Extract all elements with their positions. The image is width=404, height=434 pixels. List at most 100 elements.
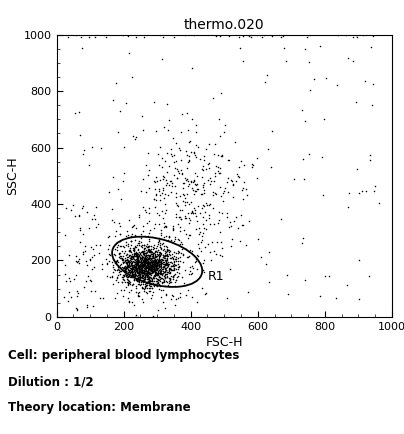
Point [354, 166, 360, 173]
Point [93, 242, 99, 249]
Point [154, 256, 160, 263]
Point [140, 247, 147, 254]
Point [149, 276, 155, 283]
Point [139, 251, 146, 258]
Point [156, 256, 163, 263]
Point [132, 243, 139, 250]
Point [112, 245, 118, 252]
Point [173, 265, 180, 272]
Point [148, 259, 155, 266]
Point [160, 247, 166, 254]
Point [154, 257, 161, 264]
Point [133, 271, 139, 278]
Point [126, 257, 132, 264]
Point [72, 305, 79, 312]
Point [188, 263, 195, 270]
Point [146, 265, 153, 272]
Point [135, 252, 141, 259]
Point [194, 240, 201, 247]
Point [185, 182, 191, 189]
Point [259, 33, 265, 40]
Point [142, 256, 148, 263]
Point [145, 281, 152, 288]
Point [168, 266, 175, 273]
Point [124, 251, 130, 258]
Point [141, 256, 147, 263]
Point [129, 231, 135, 238]
Point [185, 210, 191, 217]
Point [191, 187, 198, 194]
Point [133, 262, 140, 269]
Point [130, 276, 137, 283]
Point [124, 269, 131, 276]
Point [128, 282, 135, 289]
Point [194, 172, 201, 179]
Point [146, 249, 152, 256]
Point [131, 221, 137, 228]
Point [134, 242, 141, 249]
Point [129, 273, 135, 279]
Point [133, 260, 139, 266]
Point [141, 258, 147, 265]
Point [150, 268, 157, 275]
Point [135, 245, 141, 252]
Point [142, 254, 148, 261]
Point [152, 186, 158, 193]
Point [166, 261, 172, 268]
Point [118, 253, 124, 260]
Point [194, 185, 200, 192]
Point [147, 266, 153, 273]
Point [164, 261, 170, 268]
Point [151, 274, 157, 281]
Point [162, 253, 168, 260]
Point [248, 164, 255, 171]
Point [128, 274, 134, 281]
Point [166, 266, 173, 273]
Point [173, 174, 180, 181]
Point [158, 271, 164, 278]
Point [240, 58, 246, 65]
Point [137, 262, 143, 269]
Point [145, 262, 152, 269]
Point [199, 220, 206, 227]
Point [219, 190, 226, 197]
Point [186, 253, 192, 260]
Point [111, 250, 117, 257]
Point [89, 216, 96, 223]
Point [148, 266, 154, 273]
Point [124, 294, 131, 301]
Point [145, 150, 151, 157]
Point [151, 245, 157, 252]
Point [140, 266, 146, 273]
Point [143, 271, 149, 278]
Point [157, 191, 163, 198]
Point [147, 266, 153, 273]
Text: R1: R1 [208, 270, 224, 283]
Point [168, 296, 174, 302]
Point [124, 261, 130, 268]
Point [155, 306, 162, 313]
Point [217, 153, 224, 160]
Point [161, 273, 167, 279]
Point [156, 254, 162, 261]
Point [163, 258, 169, 265]
Point [126, 252, 133, 259]
Point [133, 267, 140, 274]
Point [141, 257, 147, 264]
Point [120, 250, 127, 257]
Point [141, 264, 148, 271]
Point [156, 251, 162, 258]
Point [158, 258, 164, 265]
Point [138, 266, 144, 273]
Point [152, 270, 159, 276]
Point [147, 262, 154, 269]
Point [136, 257, 143, 264]
Point [132, 272, 139, 279]
Point [226, 33, 232, 39]
Point [158, 269, 164, 276]
Point [142, 283, 148, 289]
Point [156, 270, 163, 276]
Point [137, 274, 143, 281]
Point [240, 185, 246, 192]
Point [149, 258, 155, 265]
